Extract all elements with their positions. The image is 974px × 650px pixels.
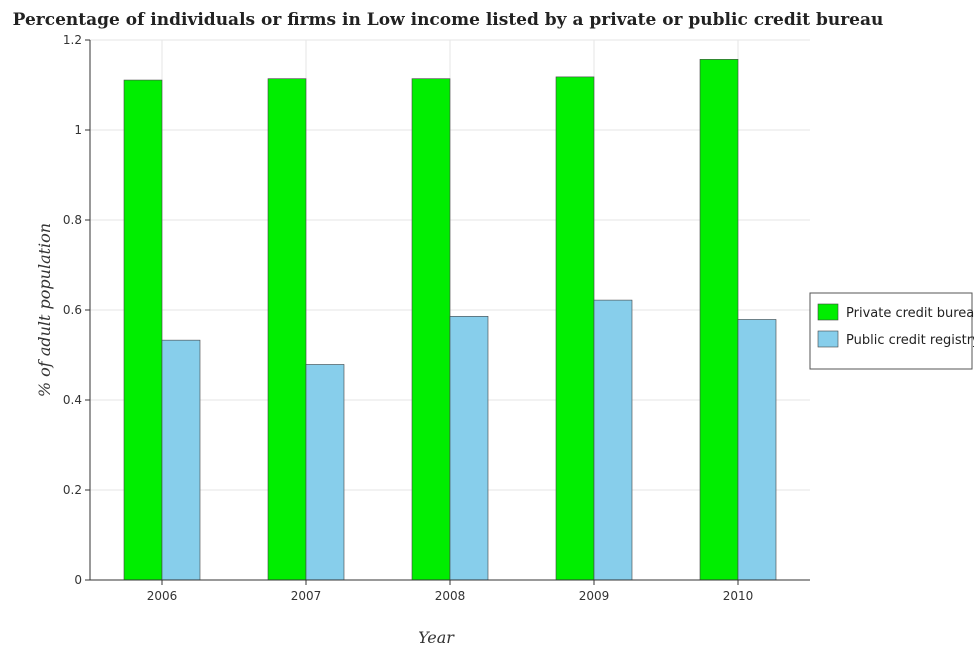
legend-label: Public credit registry — [846, 333, 974, 348]
legend-swatch — [817, 330, 839, 348]
bar-public-credit-registry — [593, 299, 633, 581]
legend: Private credit bureau Public credit regis… — [809, 292, 974, 370]
y-axis-label: % of adult population — [35, 223, 54, 397]
bar-private-credit-bureau — [411, 78, 451, 581]
legend-label: Private credit bureau — [846, 306, 974, 321]
y-tick-label: 0.6 — [63, 303, 82, 317]
bars-layer — [123, 59, 777, 581]
y-tick-label: 1.2 — [63, 33, 82, 47]
x-tick-label: 2006 — [147, 589, 178, 603]
y-tick-label: 0 — [74, 573, 82, 587]
x-tick-label: 2008 — [435, 589, 466, 603]
y-tick-label: 1 — [74, 123, 82, 137]
x-axis-label: Year — [418, 628, 455, 647]
bar-private-credit-bureau — [267, 78, 307, 581]
y-tick-label: 0.4 — [63, 393, 82, 407]
axes-layer: 0 0.2 0.4 0.6 0.8 1 1.2 2006 2007 2008 2009 2010 — [63, 33, 810, 603]
bar-public-credit-registry — [737, 319, 777, 581]
chart-title: Percentage of individuals or firms in Lo… — [13, 10, 884, 30]
x-tick-label: 2007 — [291, 589, 322, 603]
y-tick-label: 0.8 — [63, 213, 82, 227]
x-tick-label: 2010 — [723, 589, 754, 603]
bar-public-credit-registry — [305, 364, 345, 581]
legend-swatch — [817, 303, 839, 321]
bar-private-credit-bureau — [555, 76, 595, 581]
bar-public-credit-registry — [449, 315, 489, 581]
bar-private-credit-bureau — [123, 79, 163, 581]
bar-private-credit-bureau — [699, 59, 739, 581]
bar-public-credit-registry — [161, 339, 201, 581]
y-tick-label: 0.2 — [63, 483, 82, 497]
x-tick-label: 2009 — [579, 589, 610, 603]
